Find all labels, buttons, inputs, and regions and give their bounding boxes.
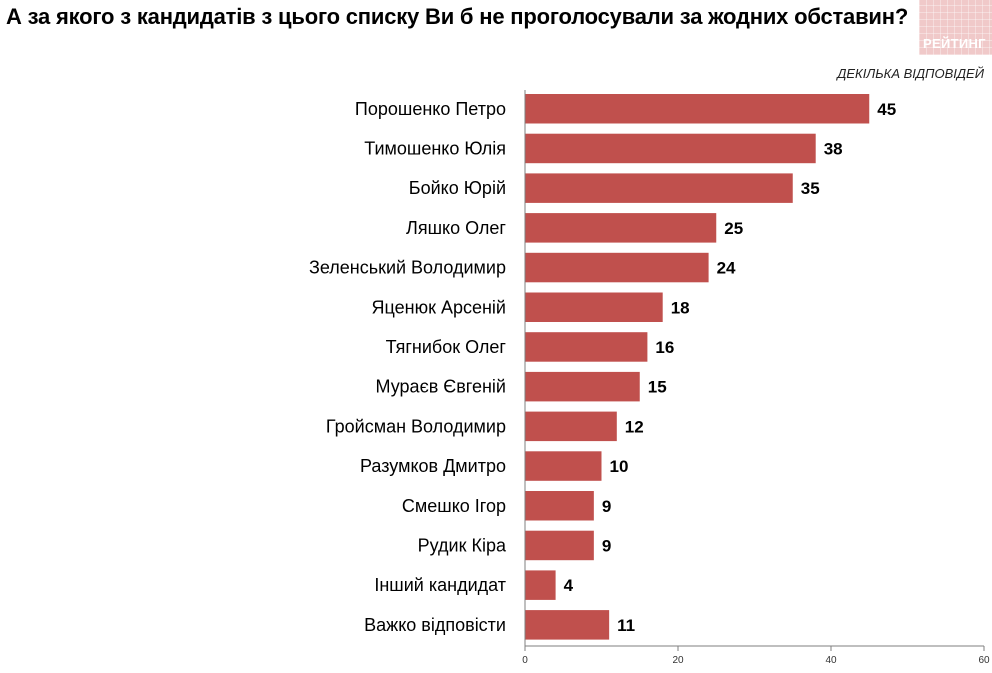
bar bbox=[525, 173, 793, 203]
bar bbox=[525, 451, 602, 481]
bar bbox=[525, 252, 709, 283]
bar bbox=[525, 530, 594, 561]
value-label: 11 bbox=[617, 616, 635, 635]
bar bbox=[525, 332, 648, 362]
category-label: Тимошенко Юлія bbox=[364, 138, 506, 158]
x-tick-label: 0 bbox=[522, 655, 528, 666]
x-tick-label: 40 bbox=[825, 655, 837, 666]
value-label: 12 bbox=[625, 417, 644, 436]
category-label: Важко відповісти bbox=[364, 615, 506, 635]
bar bbox=[525, 411, 617, 442]
x-tick-label: 60 bbox=[978, 655, 990, 666]
x-axis: 0 20 40 60 bbox=[522, 90, 990, 666]
category-label: Ляшко Олег bbox=[406, 218, 506, 238]
bar bbox=[525, 292, 663, 322]
bar bbox=[525, 491, 594, 521]
category-label: Інший кандидат bbox=[374, 575, 506, 595]
value-label: 16 bbox=[655, 338, 674, 357]
value-label: 25 bbox=[724, 219, 743, 238]
bar bbox=[525, 133, 816, 164]
chart-title: А за якого з кандидатів з цього списку В… bbox=[6, 4, 909, 29]
category-label: Бойко Юрій bbox=[409, 178, 506, 198]
value-label: 38 bbox=[824, 139, 843, 158]
x-tick-label: 20 bbox=[672, 655, 684, 666]
category-label: Смешко Ігор bbox=[402, 496, 506, 516]
value-label: 4 bbox=[564, 576, 574, 595]
category-label: Порошенко Петро bbox=[355, 99, 506, 119]
bar bbox=[525, 570, 556, 600]
rating-logo-text: РЕЙТИНГ bbox=[923, 36, 986, 51]
category-label: Яценюк Арсеній bbox=[372, 297, 506, 317]
value-label: 10 bbox=[610, 457, 629, 476]
bar bbox=[525, 213, 717, 243]
category-label: Разумков Дмитро bbox=[360, 456, 506, 476]
category-label: Тягнибок Олег bbox=[386, 337, 507, 357]
bar bbox=[525, 371, 640, 402]
multiple-answers-note: ДЕКІЛЬКА ВІДПОВІДЕЙ bbox=[837, 66, 984, 81]
category-label: Зеленський Володимир bbox=[309, 258, 506, 278]
category-label: Гройсман Володимир bbox=[326, 416, 506, 436]
bar bbox=[525, 94, 870, 124]
category-label: Рудик Кіра bbox=[418, 535, 507, 555]
value-label: 24 bbox=[717, 259, 736, 278]
bar bbox=[525, 610, 610, 640]
category-label: Мураєв Євгеній bbox=[376, 377, 506, 397]
value-label: 45 bbox=[877, 100, 896, 119]
value-label: 9 bbox=[602, 497, 611, 516]
value-label: 35 bbox=[801, 179, 820, 198]
bars-group: Порошенко Петро 45 Тимошенко Юлія 38 Бойко Ю… bbox=[309, 94, 896, 640]
rating-logo: РЕЙТИНГ bbox=[919, 0, 992, 55]
value-label: 9 bbox=[602, 536, 611, 555]
value-label: 18 bbox=[671, 298, 690, 317]
value-label: 15 bbox=[648, 378, 667, 397]
